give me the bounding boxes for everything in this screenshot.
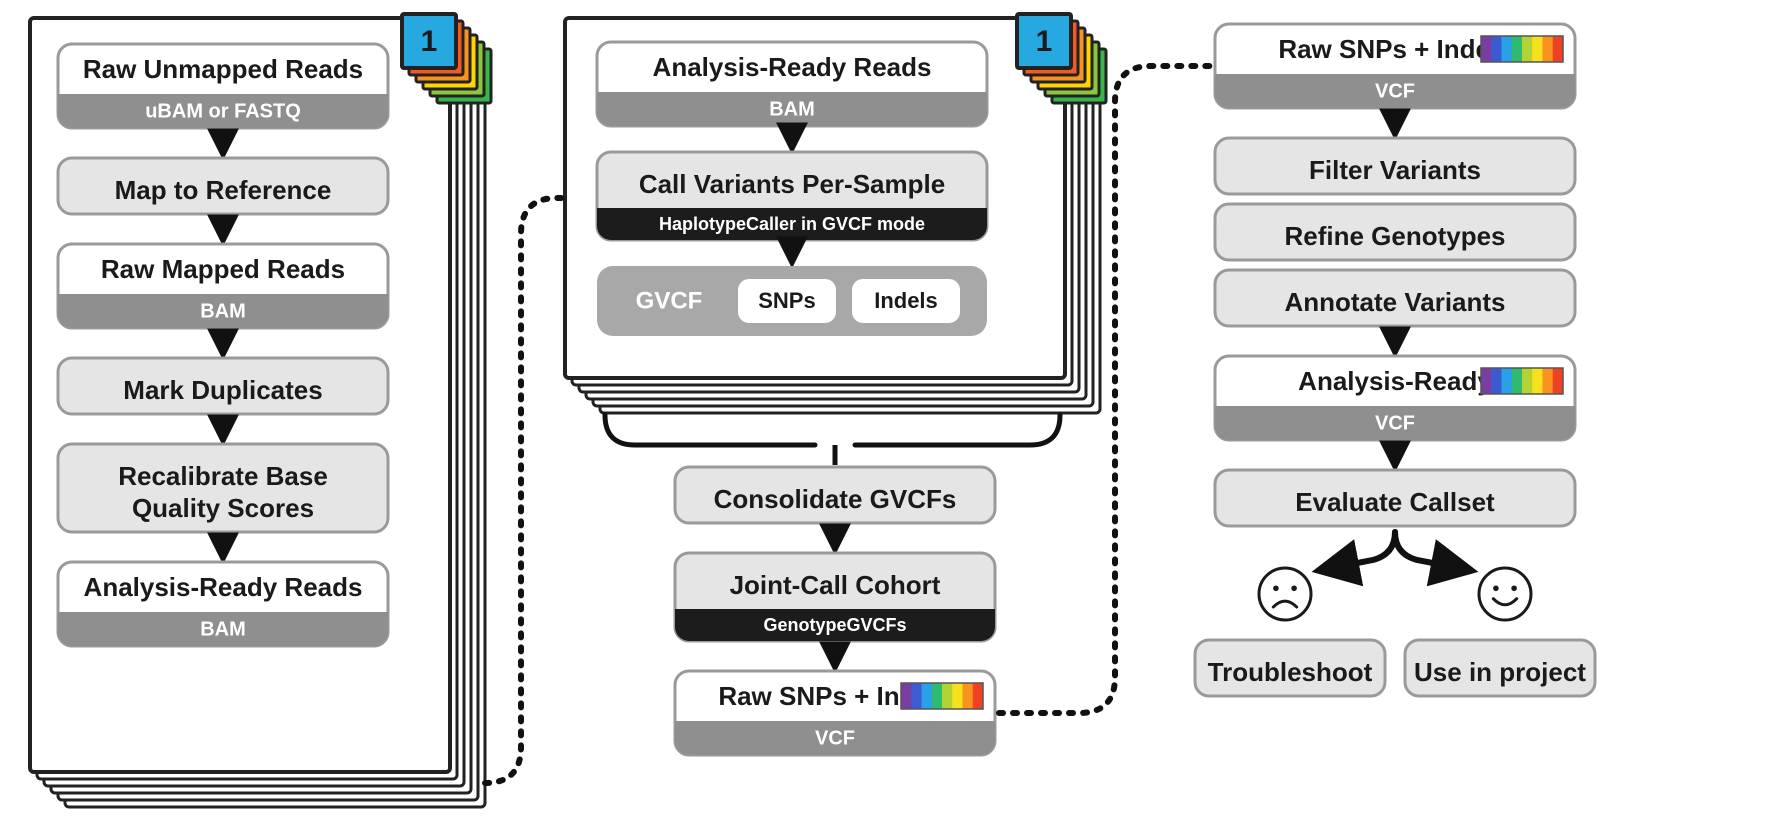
diagram-canvas: 1 Raw Unmapped Reads uBAM or FASTQ Map to R… [0,0,1788,822]
gvcf-box-label: GVCF [636,287,703,314]
use-in-project-title: Use in project [1414,657,1586,687]
call-variants-per-sample-title: Call Variants Per-Sample [639,169,945,199]
call-variants-per-sample-band: HaplotypeCaller in GVCF mode [659,214,925,234]
branch-right [855,415,1060,445]
raw-snps-indels-2-rainbow [1481,36,1564,62]
joint-call-cohort-title: Joint-Call Cohort [730,570,941,600]
map-to-reference-title: Map to Reference [115,175,332,205]
analysis-ready-reads-2-footer: BAM [769,98,815,120]
recalibrate-bqs: Recalibrate BaseQuality Scores [58,444,388,532]
col1-panel-tab-label: 1 [421,25,438,58]
troubleshoot-title: Troubleshoot [1208,657,1373,687]
recalibrate-bqs-title-1: Quality Scores [132,493,314,523]
analysis-ready-reads-2: Analysis-Ready Reads BAM [597,42,987,126]
joint-call-cohort: Joint-Call Cohort GenotypeGVCFs [675,553,995,641]
raw-unmapped-reads: Raw Unmapped Reads uBAM or FASTQ [58,44,388,128]
analysis-ready-reads-1-footer: BAM [200,618,246,640]
analysis-ready-vcf-footer: VCF [1375,412,1415,434]
mark-duplicates: Mark Duplicates [58,358,388,414]
annotate-variants-title: Annotate Variants [1284,287,1505,317]
raw-unmapped-reads-title: Raw Unmapped Reads [83,54,363,84]
sad-face-icon [1259,568,1311,620]
raw-mapped-reads: Raw Mapped Reads BAM [58,244,388,328]
mark-duplicates-title: Mark Duplicates [123,375,322,405]
analysis-ready-vcf: Analysis-Ready VCF [1215,356,1575,440]
evaluate-callset-title: Evaluate Callset [1295,487,1495,517]
filter-variants: Filter Variants [1215,138,1575,194]
filter-variants-title: Filter Variants [1309,155,1481,185]
recalibrate-bqs-title: Recalibrate Base [118,461,328,491]
happy-face-icon [1479,568,1531,620]
gvcf-box-pill-1-label: Indels [874,288,938,313]
raw-mapped-reads-footer: BAM [200,300,246,322]
raw-snps-indels-1-footer: VCF [815,727,855,749]
raw-unmapped-reads-footer: uBAM or FASTQ [145,100,301,122]
analysis-ready-vcf-title: Analysis-Ready [1298,366,1492,396]
consolidate-gvcfs: Consolidate GVCFs [675,467,995,523]
col2-panel-tab-label: 1 [1036,25,1053,58]
analysis-ready-reads-1-title: Analysis-Ready Reads [84,572,363,602]
annotate-variants: Annotate Variants [1215,270,1575,326]
raw-mapped-reads-title: Raw Mapped Reads [101,254,345,284]
gvcf-box: GVCF SNPs Indels [597,266,987,336]
branch-left [605,415,815,445]
evaluate-callset: Evaluate Callset [1215,470,1575,526]
raw-snps-indels-2-title: Raw SNPs + Indels [1278,34,1511,64]
fork-right [1395,532,1469,570]
analysis-ready-vcf-rainbow [1481,368,1564,394]
analysis-ready-reads-1: Analysis-Ready Reads BAM [58,562,388,646]
troubleshoot: Troubleshoot [1195,640,1385,696]
raw-snps-indels-1-rainbow [901,683,984,709]
dotted-connector-1 [485,198,563,783]
gvcf-box-pill-0-label: SNPs [758,288,815,313]
fork-left [1321,532,1395,570]
refine-genotypes: Refine Genotypes [1215,204,1575,260]
call-variants-per-sample: Call Variants Per-Sample HaplotypeCaller … [597,152,987,240]
raw-snps-indels-1: Raw SNPs + IndelsVCF [675,671,995,755]
joint-call-cohort-band: GenotypeGVCFs [763,615,906,635]
use-in-project: Use in project [1405,640,1595,696]
map-to-reference: Map to Reference [58,158,388,214]
consolidate-gvcfs-title: Consolidate GVCFs [714,484,957,514]
raw-snps-indels-2-footer: VCF [1375,80,1415,102]
raw-snps-indels-2: Raw SNPs + Indels VCF [1215,24,1575,108]
analysis-ready-reads-2-title: Analysis-Ready Reads [653,52,932,82]
refine-genotypes-title: Refine Genotypes [1284,221,1505,251]
